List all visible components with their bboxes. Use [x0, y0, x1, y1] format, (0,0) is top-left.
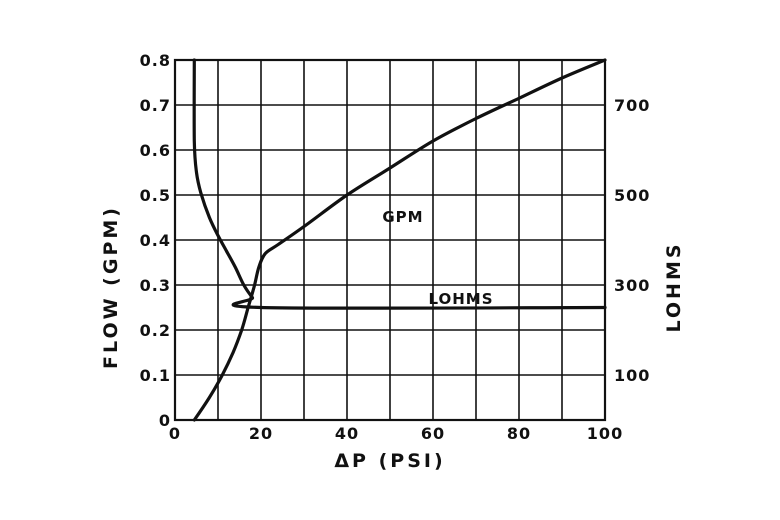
x-tick-label: 0	[169, 424, 181, 443]
plot-frame	[173, 58, 607, 422]
x-tick-label: 60	[421, 424, 445, 443]
y-right-tick-label: 300	[614, 276, 650, 295]
x-tick-label: 100	[587, 424, 623, 443]
y-left-tick-label: 0.2	[140, 321, 171, 340]
x-tick-label: 20	[249, 424, 273, 443]
series-label-gpm: GPM	[382, 208, 423, 226]
y-right-tick-label: 500	[614, 186, 650, 205]
x-tick-label: 80	[507, 424, 531, 443]
y-left-tick-label: 0.8	[140, 51, 171, 70]
y-left-tick-label: 0.7	[140, 96, 171, 115]
y-left-tick-label: 0.6	[140, 141, 171, 160]
grid	[175, 60, 605, 420]
y-left-tick-label: 0.4	[140, 231, 171, 250]
y-left-tick-label: 0	[159, 411, 171, 430]
y-left-tick-label: 0.5	[140, 186, 171, 205]
y-left-tick-label: 0.1	[140, 366, 171, 385]
y-left-axis-title: FLOW (GPM)	[100, 205, 122, 369]
y-right-tick-label: 100	[614, 366, 650, 385]
x-tick-label: 40	[335, 424, 359, 443]
series-line-lohms	[192, 58, 607, 310]
series-layer	[192, 58, 607, 422]
series-line-gpm	[192, 58, 607, 422]
series-label-lohms: LOHMS	[428, 290, 493, 308]
series-labels: GPM LOHMS	[382, 208, 493, 308]
y-left-tick-label: 0.3	[140, 276, 171, 295]
y-right-tick-label: 700	[614, 96, 650, 115]
tick-labels: 0 20 40 60 80 100 0 0.1 0.2 0.3 0.4 0.5 0.6 0.7 0.8 100…	[140, 51, 650, 443]
y-right-axis-title: LOHMS	[663, 241, 685, 332]
x-axis-title: ΔP (PSI)	[334, 450, 445, 472]
